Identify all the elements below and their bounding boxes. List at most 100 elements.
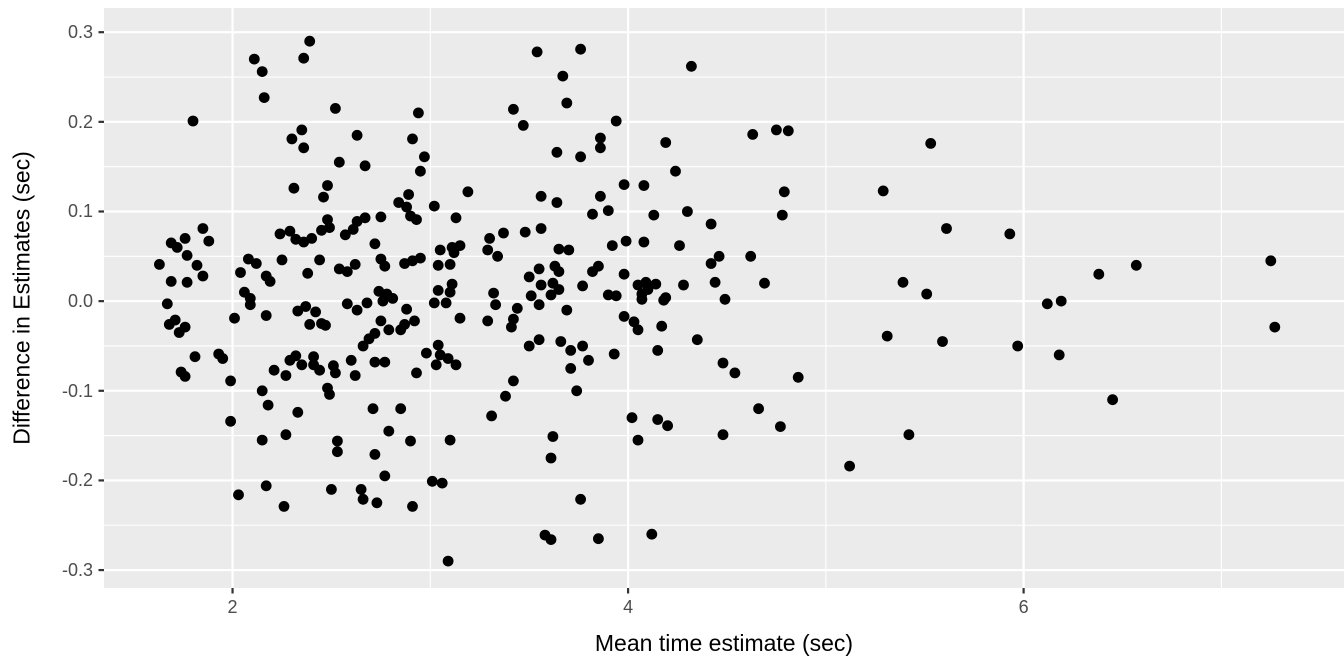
data-point [662,420,673,432]
data-point [618,311,630,322]
data-point [357,340,369,352]
data-point [436,477,448,489]
data-point [302,267,314,279]
data-point [778,186,790,198]
data-point [405,435,416,447]
data-point [371,497,383,509]
data-point [300,301,312,312]
data-point [553,284,565,295]
data-point [191,259,203,271]
data-point [298,52,310,64]
data-point [555,336,567,347]
data-point [229,312,240,324]
data-point [290,350,302,362]
data-point [482,244,494,256]
data-point [432,285,444,296]
data-point [324,389,335,400]
data-point [610,115,622,127]
data-point [349,259,361,270]
data-point [517,120,529,131]
data-point [941,223,952,234]
data-point [792,371,804,383]
data-point [248,53,260,65]
data-point [593,260,604,272]
data-point [575,493,586,505]
data-point [533,263,545,275]
data-point [403,189,414,200]
data-point [771,124,782,136]
data-point [244,299,256,311]
data-point [430,359,442,371]
data-point [595,142,606,154]
data-point [628,316,640,328]
data-point [1004,228,1016,240]
x-tick-label: 4 [623,597,634,617]
data-point [375,315,387,327]
data-point [357,493,369,505]
data-point [782,125,794,137]
data-point [638,180,650,191]
data-point [709,276,721,288]
data-point [304,35,316,47]
data-point [444,259,456,270]
data-point [753,403,764,415]
data-point [486,410,497,422]
data-point [444,286,456,298]
data-point [179,321,191,333]
data-point [759,277,770,289]
data-point [347,224,359,235]
data-point [256,66,268,77]
data-point [233,489,244,501]
data-point [235,267,246,278]
data-point [432,259,444,271]
data-point [577,340,588,352]
data-point [488,287,499,299]
x-tick-label: 6 [1018,597,1029,617]
data-point [776,209,788,221]
data-point [189,351,201,363]
data-point [361,297,373,309]
data-point [314,254,325,266]
data-point [169,314,181,326]
data-point [407,133,418,145]
data-point [250,258,262,269]
data-point [462,186,474,198]
data-point [359,160,371,172]
data-point [395,324,407,336]
data-point [903,429,915,441]
data-point [1265,255,1277,267]
data-point [660,137,672,148]
data-point [318,191,329,203]
data-point [717,429,729,441]
data-point [593,533,604,545]
data-point [262,399,274,411]
data-point [921,288,933,300]
data-point [203,235,215,247]
data-point [1055,295,1067,307]
data-point [401,303,412,315]
data-point [440,297,452,309]
data-point [411,214,422,226]
data-point [161,298,173,310]
data-point [500,390,511,402]
data-point [217,353,229,364]
data-point [401,201,412,213]
data-point [359,212,371,224]
data-point [379,260,391,272]
data-point [508,103,519,115]
data-point [187,115,199,127]
data-point [165,276,177,287]
data-point [519,226,531,238]
data-point [407,501,418,512]
data-point [454,312,466,324]
data-point [844,460,855,472]
data-point [658,294,670,306]
data-point [565,345,577,356]
data-point [1107,394,1118,406]
data-point [595,132,606,144]
data-point [1269,321,1281,333]
data-point [260,480,272,492]
data-point [508,375,519,387]
